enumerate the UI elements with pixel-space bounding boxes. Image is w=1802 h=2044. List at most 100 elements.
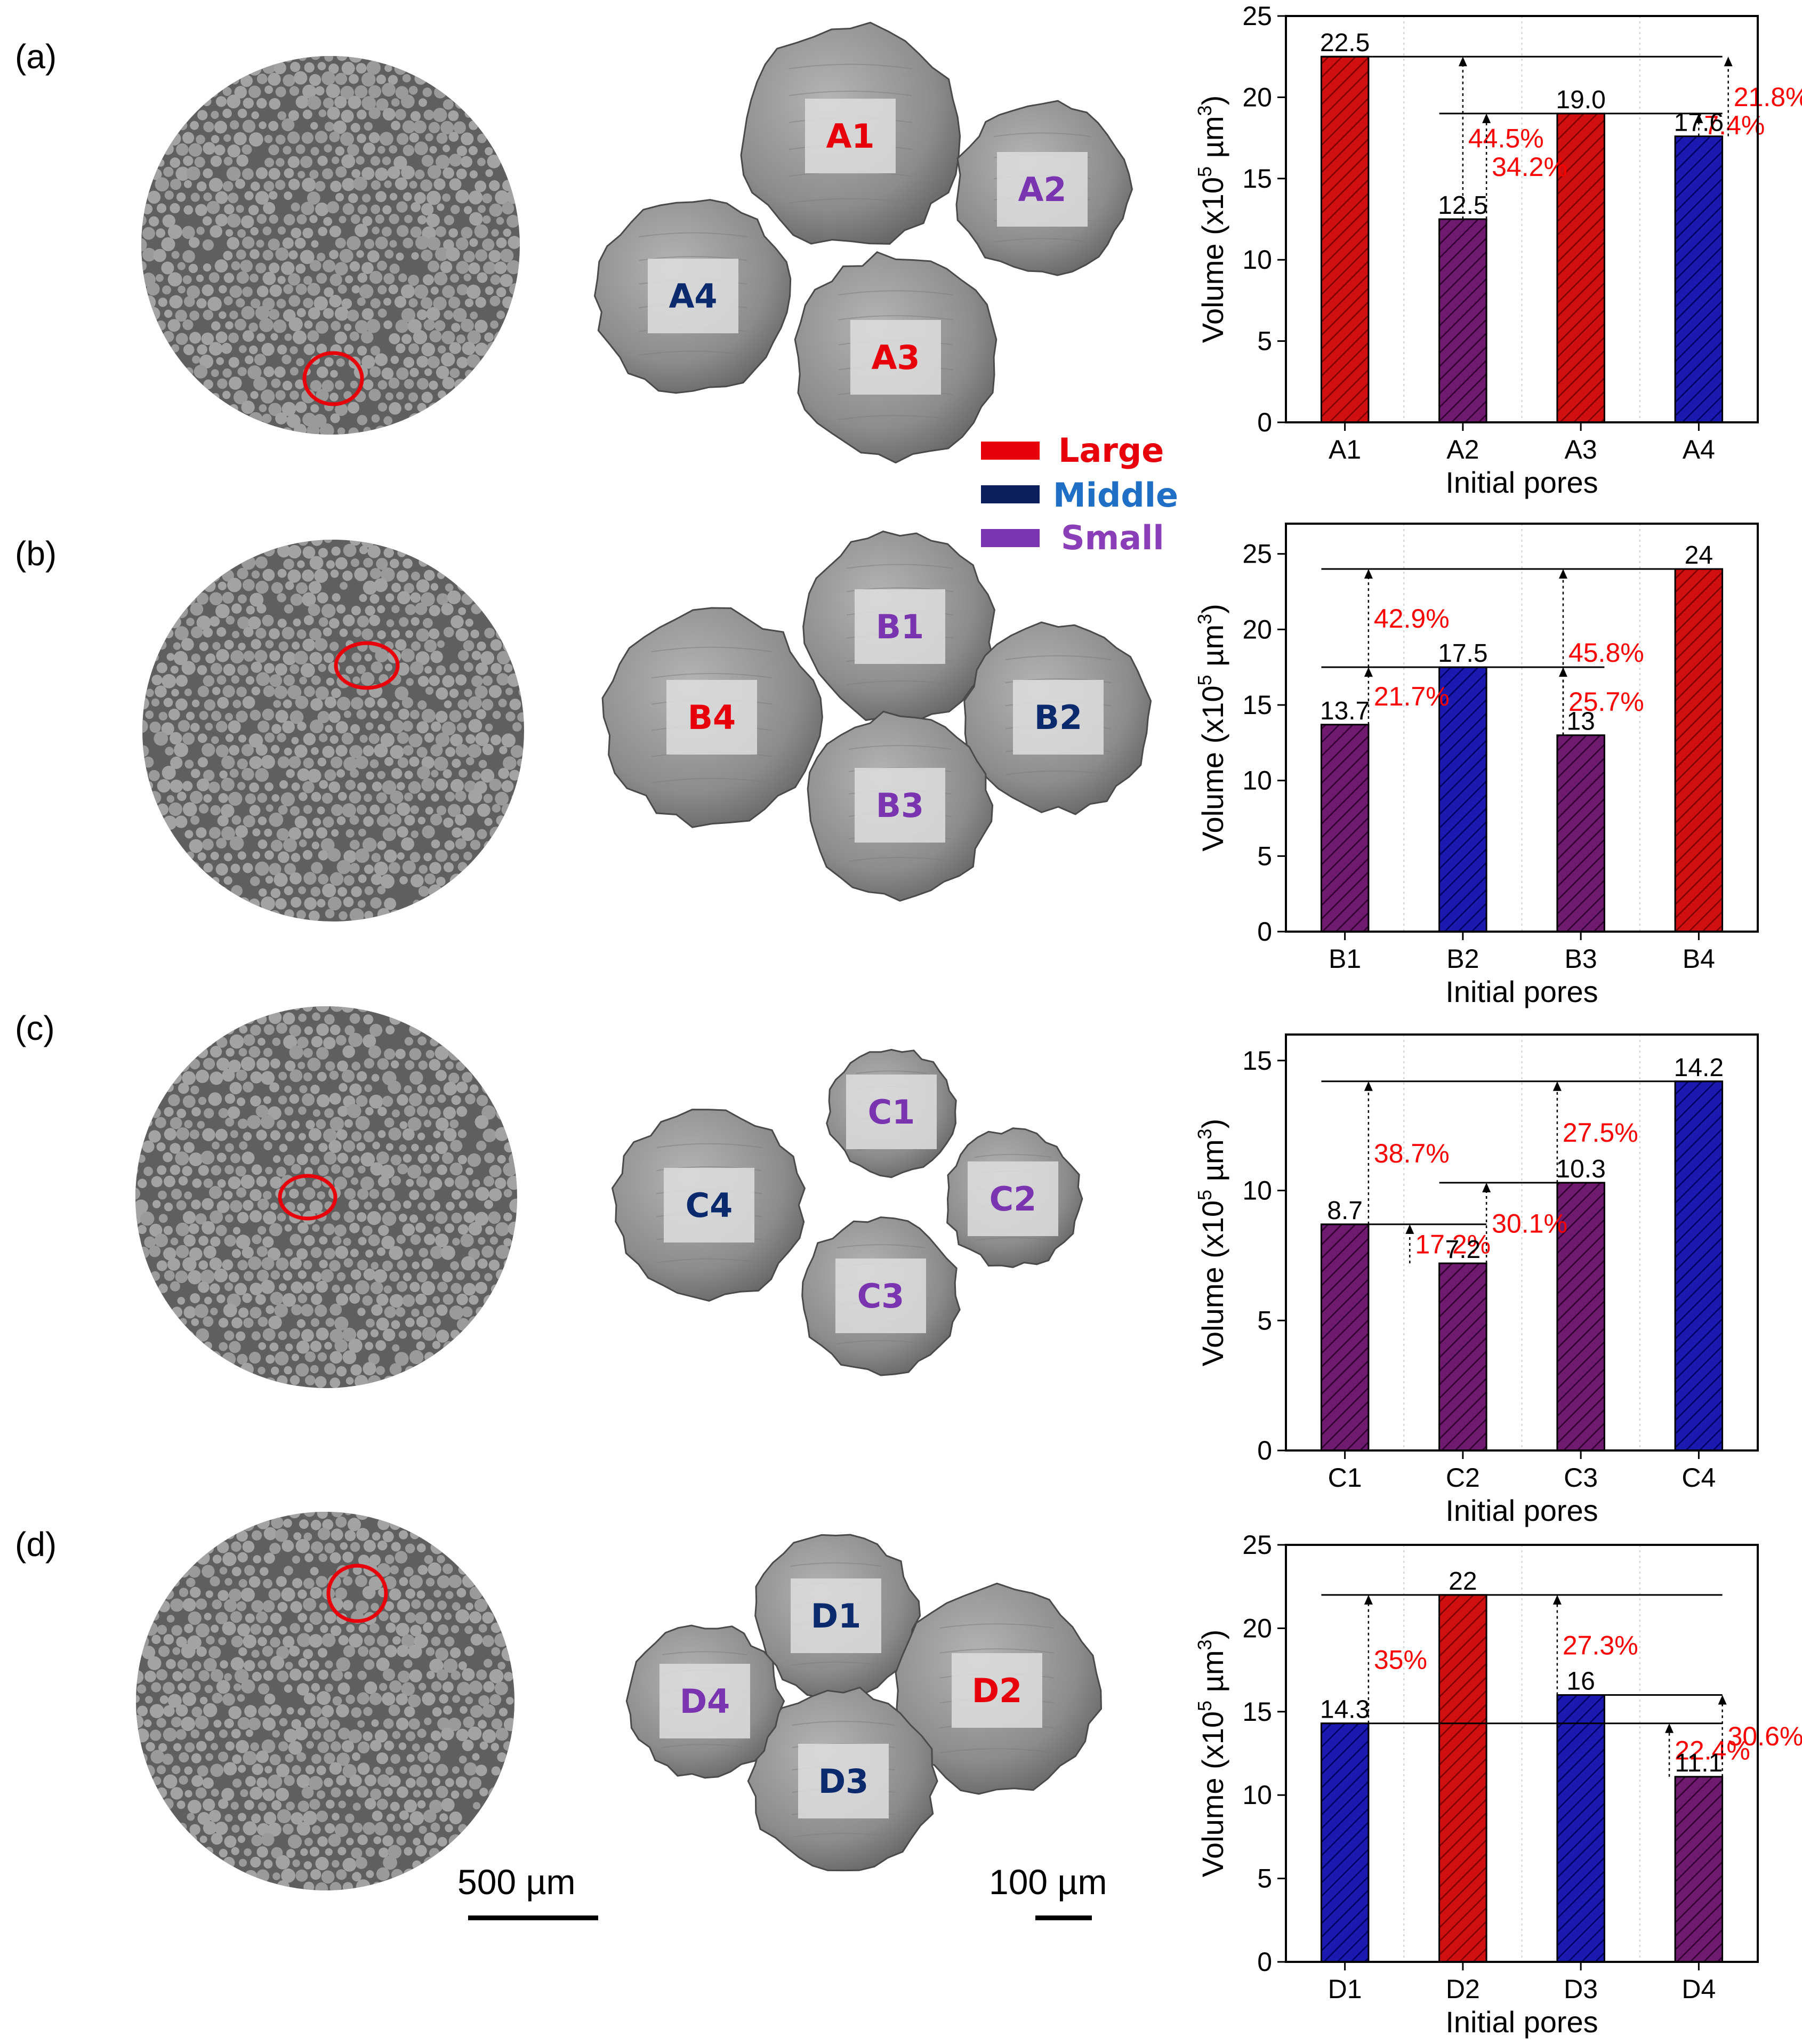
scale-bar-500-label: 500 µm bbox=[457, 1862, 575, 1902]
arrow-head bbox=[1718, 1695, 1727, 1705]
bar-d4 bbox=[1674, 1776, 1724, 1963]
y-axis-title: Volume (x105 µm3) bbox=[1194, 1119, 1229, 1366]
y-tick-label: 20 bbox=[1242, 614, 1272, 644]
arrow-head bbox=[1552, 1594, 1562, 1605]
pore-label-box bbox=[664, 1168, 754, 1243]
y-axis-title-unit: µm bbox=[1196, 624, 1229, 675]
y-axis-title-prefix: Volume (x10 bbox=[1196, 1200, 1229, 1366]
legend-swatch-small bbox=[981, 529, 1040, 547]
y-tick-label: 15 bbox=[1242, 1046, 1272, 1076]
x-tick-label-a3: A3 bbox=[1565, 435, 1597, 464]
pore-label-b3: B3 bbox=[876, 786, 924, 825]
percent-label: 27.5% bbox=[1563, 1118, 1638, 1148]
pore-label-c2: C2 bbox=[990, 1180, 1037, 1219]
y-tick-label: 25 bbox=[1242, 1530, 1272, 1560]
y-tick-label: 20 bbox=[1242, 82, 1272, 112]
arrow-head bbox=[1558, 569, 1567, 579]
x-tick-label-d3: D3 bbox=[1564, 1974, 1598, 2004]
pore-label-box bbox=[846, 1075, 937, 1149]
bar-b3 bbox=[1556, 734, 1605, 933]
pore-label-d1: D1 bbox=[811, 1597, 862, 1636]
percent-label: 30.6% bbox=[1728, 1721, 1802, 1751]
y-axis-title-exp: 5 bbox=[1194, 1701, 1216, 1711]
pore-label-c3: C3 bbox=[857, 1277, 905, 1316]
legend-label-large: Large bbox=[1058, 431, 1164, 470]
y-tick-label: 25 bbox=[1242, 1, 1272, 31]
ct-grains bbox=[141, 56, 520, 435]
pore-label-a1: A1 bbox=[826, 117, 874, 156]
x-tick-label-a2: A2 bbox=[1446, 435, 1479, 464]
chart-d: 35% 27.3% 22.4%30.6% 14.3 22 16 11.1 0 5 10 15 20 25… bbox=[1194, 1530, 1802, 2039]
pore-label-a3: A3 bbox=[871, 338, 920, 377]
ct-grains bbox=[142, 540, 524, 921]
arrow-head bbox=[1364, 1594, 1373, 1605]
bar-b4 bbox=[1674, 568, 1724, 933]
y-axis-title-unit: µm bbox=[1196, 1139, 1229, 1189]
x-axis-title: Initial pores bbox=[1445, 466, 1598, 499]
pore-label-b4: B4 bbox=[688, 698, 736, 737]
pore-label-box bbox=[805, 99, 896, 173]
percent-label: 42.9% bbox=[1374, 604, 1450, 634]
pore-label-a2: A2 bbox=[1018, 170, 1066, 209]
y-axis-title-suffix: ) bbox=[1196, 1119, 1229, 1129]
pore-label-box bbox=[659, 1664, 750, 1738]
x-tick-label-b1: B1 bbox=[1329, 944, 1361, 974]
pore-set-c: C1 C2 C3 C4 bbox=[611, 1048, 1083, 1376]
pore-set-b: B1 B2 B3 B4 bbox=[601, 530, 1152, 902]
y-axis-title-exp: 3 bbox=[1194, 614, 1216, 624]
x-axis-title: Initial pores bbox=[1445, 2005, 1598, 2039]
x-axis-title: Initial pores bbox=[1445, 1494, 1598, 1527]
y-axis-title-prefix: Volume (x10 bbox=[1196, 1711, 1229, 1877]
pore-label-box bbox=[791, 1578, 881, 1653]
value-label-c3: 10.3 bbox=[1556, 1155, 1605, 1183]
scale-bar-500: 500 µm bbox=[457, 1862, 598, 1920]
volume-charts: 44.5%34.2% 7.4%21.8% 22.5 12.5 19.0 17.6 0 5 10 1… bbox=[1194, 1, 1802, 2039]
ct-pore-marker-circle bbox=[278, 1174, 337, 1221]
percent-label: 30.1% bbox=[1492, 1208, 1567, 1238]
percent-label: 7.4% bbox=[1704, 110, 1765, 140]
value-label-a3: 19.0 bbox=[1556, 86, 1605, 114]
pore-label-box bbox=[835, 1259, 926, 1333]
x-tick-label-d2: D2 bbox=[1446, 1974, 1480, 2004]
ct-section-c bbox=[135, 1006, 517, 1388]
legend-label-small: Small bbox=[1061, 518, 1164, 557]
x-tick-label-c2: C2 bbox=[1446, 1463, 1480, 1493]
scale-bar-100: 100 µm bbox=[989, 1862, 1107, 1920]
percent-label: 22.4% bbox=[1675, 1736, 1750, 1766]
arrow-head bbox=[1364, 1081, 1373, 1091]
arrow-head bbox=[1458, 57, 1467, 67]
scale-bar-500-line bbox=[468, 1915, 598, 1920]
pore-set-d: D1 D2 D3 D4 bbox=[625, 1534, 1103, 1872]
percent-label: 25.7% bbox=[1568, 687, 1644, 717]
chart-a: 44.5%34.2% 7.4%21.8% 22.5 12.5 19.0 17.6 0 5 10 1… bbox=[1194, 1, 1802, 499]
x-tick-label-b3: B3 bbox=[1565, 944, 1597, 974]
bar-b1 bbox=[1320, 724, 1370, 933]
x-tick-label-d4: D4 bbox=[1682, 1974, 1716, 2004]
pore-label-box bbox=[997, 152, 1088, 227]
plot-frame bbox=[1285, 1544, 1759, 1963]
pore-label-c4: C4 bbox=[686, 1186, 733, 1225]
pore-renderings: A1 A2 A3 A4 B1 B2 B3 B4 C1 C2 C3 C4 D1 D2 D3 D4 bbox=[593, 21, 1152, 1872]
bar-d3 bbox=[1556, 1694, 1605, 1963]
pore-label-box bbox=[648, 259, 738, 333]
pore-label-b1: B1 bbox=[876, 607, 924, 646]
value-label-a1: 22.5 bbox=[1320, 29, 1370, 57]
percent-label: 21.7% bbox=[1374, 682, 1450, 711]
arrow-head bbox=[1482, 1182, 1491, 1192]
pore-label-c1: C1 bbox=[868, 1093, 915, 1132]
y-tick-label: 5 bbox=[1257, 326, 1272, 356]
value-label-d3: 16 bbox=[1566, 1668, 1595, 1696]
panel-letter-d: (d) bbox=[15, 1525, 57, 1564]
pore-label-d3: D3 bbox=[818, 1762, 869, 1801]
ct-section-d bbox=[136, 1512, 514, 1890]
y-tick-label: 15 bbox=[1242, 1697, 1272, 1727]
percent-label: 44.5% bbox=[1468, 124, 1544, 154]
plot-frame bbox=[1285, 15, 1759, 423]
y-axis-title: Volume (x105 µm3) bbox=[1194, 1630, 1229, 1877]
y-tick-label: 0 bbox=[1257, 917, 1272, 947]
legend-swatch-large bbox=[981, 442, 1040, 460]
chart-c: 38.7% 17.2%30.1% 27.5% 8.7 7.2 10.3 14.2 0 5 10 15… bbox=[1194, 1033, 1759, 1527]
pore-label-box bbox=[798, 1744, 889, 1818]
panel-letter-b: (b) bbox=[15, 534, 57, 573]
